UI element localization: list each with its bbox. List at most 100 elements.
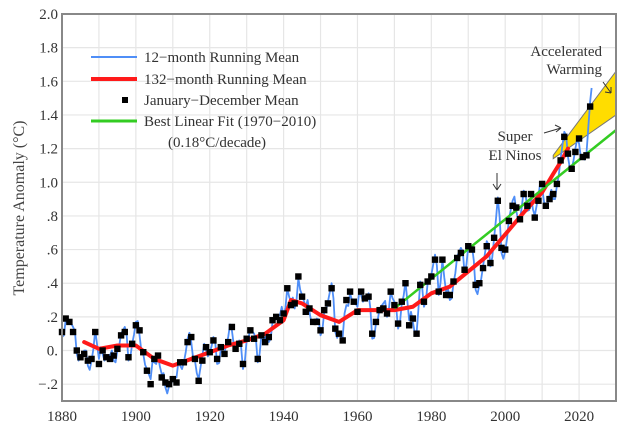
- annual-mean-point: [117, 332, 125, 339]
- annual-mean-point: [180, 359, 188, 366]
- arrow-accelerated-icon: [602, 81, 612, 94]
- y-tick-labels: −.2 0. .2 .4 .6 .8 1.0 1.2 1.4 1.6 1.8 2.0: [38, 7, 58, 393]
- annual-mean-point: [487, 259, 494, 267]
- series-layer: [58, 87, 617, 395]
- annual-mean-point: [546, 195, 553, 203]
- annotation-super-line2: El Ninos: [489, 148, 542, 164]
- annual-mean-point: [295, 273, 302, 280]
- annual-mean-point: [173, 379, 180, 386]
- annual-mean-point: [324, 300, 332, 307]
- annual-mean-point: [372, 318, 380, 326]
- annual-mean-point: [195, 377, 202, 385]
- annual-mean-point: [88, 355, 95, 363]
- annual-mean-point: [520, 190, 527, 198]
- annual-mean-point: [317, 327, 324, 334]
- y-tick-label: 0.: [47, 344, 58, 360]
- annual-mean-point: [557, 157, 564, 164]
- annual-mean-point: [579, 153, 586, 161]
- annual-mean-point: [524, 202, 531, 210]
- annual-mean-point: [354, 308, 361, 316]
- annual-mean-point: [202, 343, 210, 351]
- x-tick-label: 1920: [195, 409, 225, 425]
- annual-mean-point: [210, 337, 217, 344]
- annual-mean-point: [188, 333, 195, 341]
- annual-mean-point: [413, 330, 420, 337]
- annual-mean-point: [140, 349, 147, 356]
- annual-mean-point: [453, 254, 461, 262]
- annual-mean-point: [106, 355, 114, 363]
- annual-mean-point: [553, 180, 561, 188]
- annual-mean-point: [332, 325, 339, 332]
- annual-mean-point: [398, 298, 405, 305]
- annual-mean-point: [291, 300, 298, 307]
- annual-mean-point: [568, 165, 575, 172]
- annual-mean-point: [128, 340, 136, 347]
- y-tick-label: 2.0: [39, 7, 58, 23]
- annual-mean-point: [442, 291, 450, 299]
- arrow-1998-icon: [492, 173, 502, 191]
- annual-mean-point: [162, 379, 169, 386]
- annual-mean-point: [99, 347, 106, 354]
- annual-mean-point: [103, 354, 110, 361]
- legend-label-12-month: 12−month Running Mean: [144, 50, 300, 66]
- annual-mean-point: [247, 327, 254, 334]
- annual-mean-point: [143, 367, 151, 374]
- annual-mean-point: [298, 293, 306, 300]
- annual-mean-point: [387, 288, 394, 295]
- x-tick-label: 1940: [269, 409, 299, 425]
- legend-note-rate: (0.18°C/decade): [168, 135, 266, 151]
- grid: [62, 14, 616, 401]
- annual-mean-point: [284, 285, 291, 292]
- annual-mean-point: [391, 301, 398, 309]
- annual-mean-point: [383, 310, 391, 317]
- annual-mean-point: [258, 332, 265, 339]
- annual-mean-point: [73, 347, 80, 354]
- annual-mean-point: [483, 243, 490, 250]
- plot-frame: [61, 13, 617, 402]
- annual-mean-point: [357, 288, 365, 295]
- y-tick-label: −.2: [38, 377, 58, 393]
- y-tick-label: .2: [47, 310, 58, 326]
- annual-mean-point: [269, 317, 276, 324]
- annual-mean-point: [498, 244, 505, 252]
- legend-label-linear-fit: Best Linear Fit (1970−2010): [144, 114, 316, 130]
- annual-mean-point: [191, 355, 199, 363]
- annual-mean-point: [450, 278, 457, 285]
- annual-mean-point: [280, 310, 287, 317]
- annual-mean-point: [236, 340, 243, 347]
- annual-mean-point: [273, 313, 280, 321]
- annotation-super-line1: Super: [498, 129, 533, 145]
- annual-mean-point: [468, 246, 476, 253]
- annual-mean-point: [502, 246, 509, 253]
- annual-mean-point: [550, 190, 557, 198]
- x-tick-label: 2020: [564, 409, 594, 425]
- annual-mean-point: [287, 301, 295, 309]
- annual-mean-point: [531, 214, 538, 221]
- annual-mean-point: [479, 264, 487, 272]
- annual-mean-point: [583, 152, 590, 159]
- annual-mean-point: [125, 354, 132, 361]
- annual-mean-point: [542, 202, 550, 210]
- annual-mean-point: [276, 317, 284, 324]
- annual-mean-point: [538, 180, 546, 188]
- annual-mean-point: [306, 305, 313, 312]
- annual-mean-point: [69, 328, 77, 336]
- x-tick-label: 1980: [416, 409, 446, 425]
- annual-mean-point: [217, 343, 225, 351]
- annual-mean-point: [254, 355, 261, 363]
- annual-mean-point: [228, 323, 236, 331]
- annual-mean-point: [225, 338, 232, 346]
- annual-mean-point: [575, 135, 583, 142]
- x-tick-labels: 1880 1900 1920 1940 1960 1980 2000 2020: [47, 409, 594, 425]
- annual-mean-point: [199, 357, 206, 364]
- annual-mean-point: [472, 281, 479, 289]
- annual-mean-point: [343, 296, 350, 304]
- legend: 12−month Running Mean 132−month Running …: [91, 50, 316, 151]
- annual-mean-point: [184, 338, 191, 346]
- x-tick-label: 1880: [47, 409, 77, 425]
- annual-mean-point: [302, 308, 309, 316]
- x-tick-label: 1900: [121, 409, 151, 425]
- annual-mean-point: [62, 315, 69, 322]
- annual-mean-point: [505, 217, 513, 225]
